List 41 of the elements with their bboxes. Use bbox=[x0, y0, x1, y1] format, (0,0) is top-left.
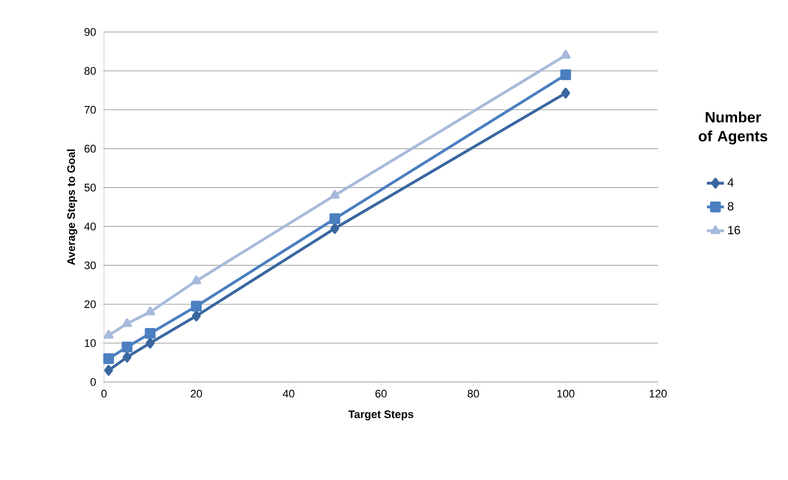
y-axis-title: Average Steps to Goal bbox=[66, 150, 78, 265]
x-tick-label: 120 bbox=[650, 390, 667, 398]
y-tick-label: 10 bbox=[84, 339, 96, 347]
point bbox=[560, 69, 572, 80]
point bbox=[330, 223, 340, 234]
y-tick-label: 40 bbox=[84, 222, 96, 230]
legend-label: 16 bbox=[728, 226, 740, 234]
y-tick-label: 50 bbox=[84, 184, 96, 192]
x-tick-label: 40 bbox=[282, 390, 294, 398]
x-tick-label: 20 bbox=[190, 390, 202, 398]
y-tick-label: 90 bbox=[84, 28, 96, 36]
y-tick-label: 70 bbox=[84, 106, 96, 114]
point bbox=[561, 88, 570, 98]
point bbox=[144, 328, 156, 339]
point bbox=[145, 306, 156, 316]
point bbox=[192, 310, 201, 322]
point bbox=[104, 330, 114, 339]
point bbox=[122, 352, 132, 362]
point bbox=[330, 190, 340, 199]
point bbox=[560, 50, 571, 59]
legend-label: 8 bbox=[728, 202, 734, 210]
point bbox=[191, 276, 202, 284]
legend-label: 4 bbox=[728, 178, 734, 187]
y-tick-label: 80 bbox=[84, 67, 96, 75]
y-tick-label: 0 bbox=[90, 378, 96, 386]
point bbox=[122, 318, 132, 328]
point bbox=[146, 338, 155, 348]
x-tick-label: 0 bbox=[101, 390, 107, 398]
x-axis-title: Target Steps bbox=[348, 410, 414, 420]
x-tick-label: 80 bbox=[468, 390, 479, 398]
point bbox=[329, 213, 340, 224]
point bbox=[190, 300, 202, 312]
y-tick-label: 60 bbox=[84, 144, 96, 153]
y-tick-label: 30 bbox=[84, 261, 96, 270]
point bbox=[104, 364, 113, 376]
point bbox=[122, 342, 132, 352]
x-tick-label: 60 bbox=[375, 390, 387, 398]
y-tick-label: 20 bbox=[84, 300, 96, 308]
legend-title: Number of Agents bbox=[698, 112, 768, 144]
x-tick-label: 100 bbox=[557, 390, 574, 398]
point bbox=[103, 353, 114, 364]
